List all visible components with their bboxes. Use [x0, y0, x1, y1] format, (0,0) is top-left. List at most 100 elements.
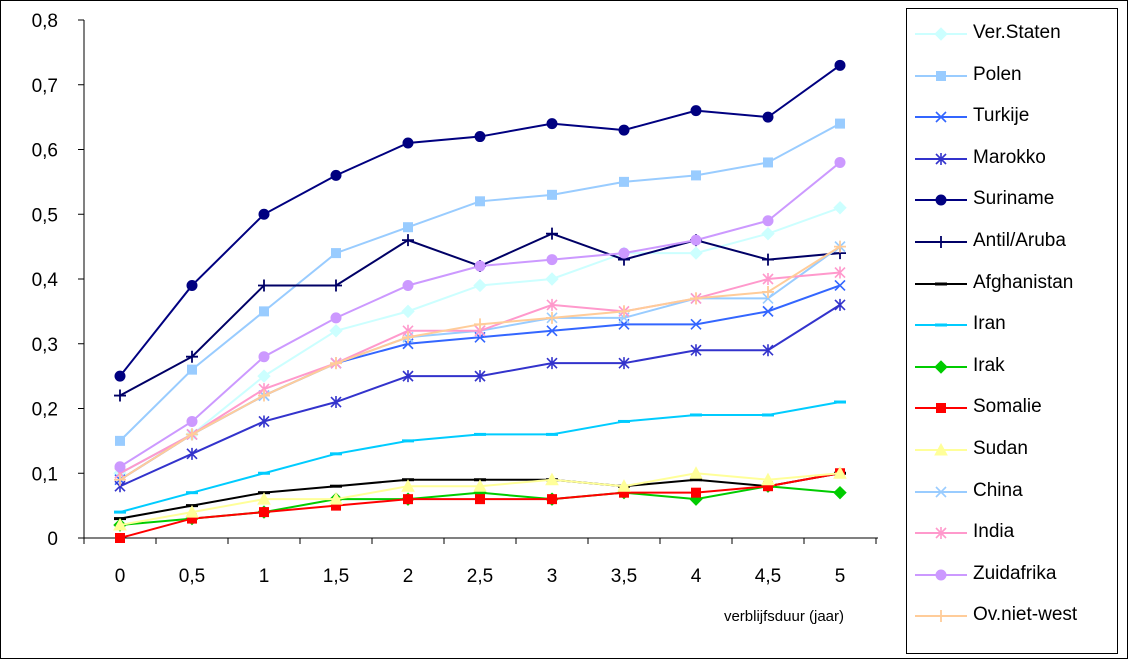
data-point-antil-aruba [114, 389, 126, 402]
data-point-turkije [834, 279, 846, 292]
legend-symbol-turkije [915, 111, 967, 123]
data-point-ver-staten [257, 369, 271, 383]
legend-symbol-ov-niet-west [915, 610, 967, 623]
data-point-turkije [546, 325, 558, 337]
legend-label: Afghanistan [973, 271, 1074, 293]
data-point-polen [115, 435, 125, 446]
series-sudan [113, 466, 847, 531]
y-tick-label: 0,5 [32, 205, 58, 226]
data-point-ov-niet-west [330, 357, 342, 370]
y-tick-label: 0,2 [32, 400, 58, 421]
legend-item-china: China [907, 475, 1117, 508]
data-point-antil-aruba [186, 350, 198, 363]
x-tick-label: 2,5 [467, 566, 493, 587]
data-point-marokko [186, 447, 198, 460]
y-tick-label: 0 [47, 529, 58, 550]
series-line-zuidafrika [119, 161, 841, 468]
data-point-somalie [115, 533, 125, 543]
data-point-suriname [690, 105, 702, 117]
legend-symbol-ver-staten [915, 27, 967, 41]
data-point-ver-staten [833, 201, 847, 215]
legend-symbol-antil-aruba [915, 236, 967, 248]
series-somalie [115, 468, 845, 543]
data-point-zuidafrika [618, 247, 630, 259]
data-point-polen [619, 176, 629, 187]
legend-item-ov-niet-west: Ov.niet-west [907, 599, 1117, 632]
x-tick-label: 1 [259, 566, 270, 587]
data-point-sudan [401, 479, 415, 492]
y-tick-label: 0,8 [32, 11, 58, 32]
data-point-sudan [113, 518, 127, 531]
x-tick-label: 4 [691, 566, 702, 587]
data-point-marokko [690, 344, 702, 357]
series-ov-niet-west [114, 240, 846, 486]
data-point-marokko [546, 357, 558, 370]
legend-marker [935, 486, 947, 498]
legend-label: Ver.Staten [973, 22, 1061, 43]
legend-marker [935, 111, 947, 123]
data-point-sudan [545, 472, 559, 486]
legend-marker [935, 194, 947, 206]
legend-label: Ov.niet-west [973, 604, 1078, 626]
legend-item-polen: Polen [907, 59, 1117, 92]
legend-symbol-zuidafrika [915, 569, 967, 581]
axes: 0 0,1 0,2 0,3 0,4 0,5 0,6 0,7 0,8 0 0,5 1 1,5 2 2,5 3 3,… [32, 11, 878, 587]
legend-item-zuidafrika: Zuidafrika [907, 558, 1117, 591]
data-point-china [762, 292, 774, 304]
legend-symbol-china [915, 486, 967, 498]
data-point-zuidafrika [402, 279, 414, 291]
data-point-suriname [258, 208, 270, 220]
data-point-polen [763, 157, 773, 168]
data-point-suriname [546, 118, 558, 130]
data-point-polen [475, 196, 485, 207]
legend-item-iran: Iran [907, 308, 1117, 341]
x-axis-title: verblijfsduur (jaar) [724, 608, 844, 625]
x-tick-label: 1,5 [323, 566, 349, 587]
legend-marker [935, 569, 947, 581]
data-point-marokko [618, 357, 630, 370]
data-point-zuidafrika [690, 234, 702, 246]
data-point-ov-niet-west [186, 428, 198, 441]
data-point-sudan [833, 466, 847, 479]
data-point-ver-staten [689, 246, 703, 260]
data-point-sudan [329, 492, 343, 505]
legend-marker [935, 610, 947, 623]
x-tick-label: 4,5 [755, 566, 781, 587]
data-point-ov-niet-west [402, 331, 414, 344]
legend-symbol-marokko [915, 152, 967, 165]
data-point-marokko [330, 396, 342, 409]
legend-marker [934, 360, 948, 374]
data-point-antil-aruba [762, 253, 774, 266]
legend-symbol-sudan [915, 442, 967, 456]
legend-marker [935, 527, 947, 540]
legend-item-turkije: Turkije [907, 100, 1117, 133]
data-point-marokko [402, 370, 414, 383]
legend-item-afghanistan: Afghanistan [907, 267, 1117, 300]
data-point-suriname [618, 124, 630, 136]
data-point-somalie [475, 494, 485, 505]
data-point-polen [331, 248, 341, 259]
data-point-suriname [834, 59, 846, 71]
legend-marker [936, 403, 946, 414]
legend-item-india: India [907, 516, 1117, 549]
y-tick-label: 0,3 [32, 335, 58, 356]
y-tick-label: 0,4 [32, 270, 59, 291]
legend-item-marokko: Marokko [907, 142, 1117, 175]
data-point-zuidafrika [258, 351, 270, 363]
data-point-polen [403, 222, 413, 233]
data-point-zuidafrika [762, 215, 774, 227]
data-point-somalie [547, 494, 557, 505]
data-point-ov-niet-west [690, 292, 702, 305]
data-point-sudan [185, 505, 199, 518]
series-china [114, 241, 846, 479]
data-point-somalie [403, 494, 413, 505]
data-point-marokko [258, 415, 270, 428]
legend-label: Irak [973, 354, 1005, 376]
data-point-ov-niet-west [474, 318, 486, 331]
data-point-ov-niet-west [258, 389, 270, 402]
data-point-polen [187, 364, 197, 375]
series-layer [113, 59, 847, 543]
series-line-turkije [119, 284, 841, 481]
series-ver-staten [113, 201, 847, 480]
data-point-marokko [834, 298, 846, 311]
